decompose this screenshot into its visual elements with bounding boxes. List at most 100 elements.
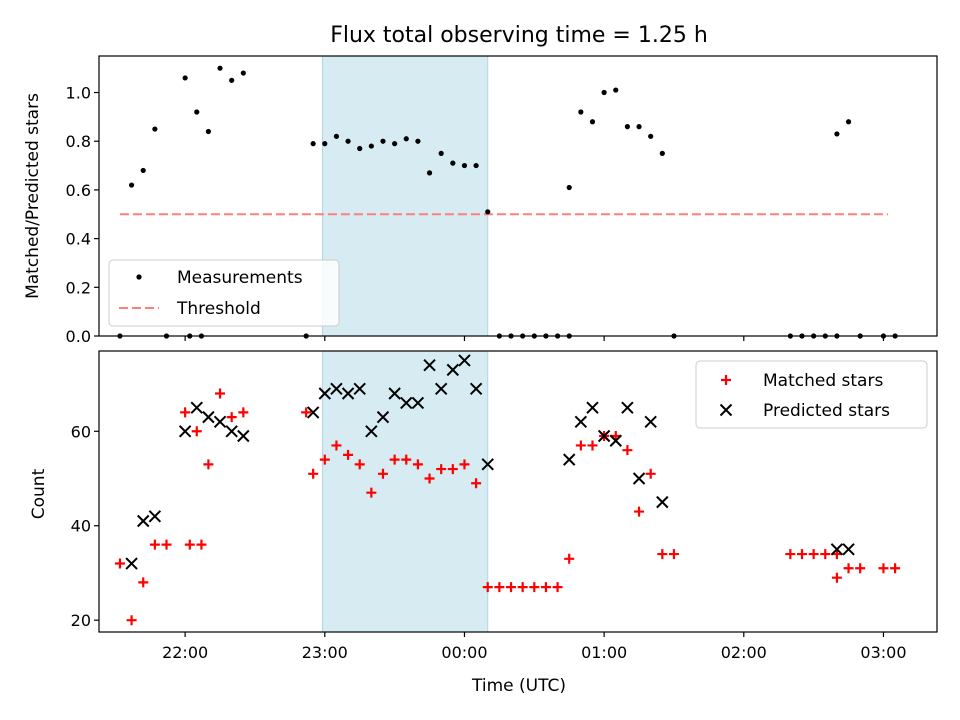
predicted-point [225,425,238,438]
top-y-axis-label: Matched/Predicted stars [23,93,43,299]
y-tick-label: 60 [71,422,91,441]
matched-point [138,577,149,588]
y-tick-label: 0.0 [66,327,91,346]
matched-point [412,459,423,470]
predicted-point [213,415,227,429]
predicted-point [563,453,576,466]
matched-point [808,549,819,560]
matched-point [645,468,656,479]
predicted-point [388,387,401,400]
predicted-point [469,382,483,395]
predicted-point [830,543,844,556]
measurement-point [217,65,223,71]
matched-point [785,549,796,560]
measurement-point [438,150,444,156]
matched-point [126,615,137,626]
y-tick-label: 1.0 [66,84,91,103]
measurement-point [578,109,584,115]
measurement-point [659,150,665,156]
matched-point [634,506,645,517]
plot-frame [98,350,938,633]
predicted-point [609,434,622,447]
matched-point [191,426,202,437]
predicted-point [597,429,611,443]
matched-point [149,539,160,550]
matched-point [331,440,342,451]
measurement-point [392,141,398,147]
series-measurements [117,65,898,339]
predicted-point [632,472,646,485]
matched-point [226,412,237,423]
measurement-point [345,138,351,144]
matched-point [447,464,458,475]
figure-title: Flux total observing time = 1.25 h [330,23,708,48]
measurement-point [636,124,642,130]
matched-point [540,582,551,593]
measurement-point [566,184,572,191]
matched-point [459,459,470,470]
highlight-span [321,55,489,337]
measurement-point [128,182,135,188]
predicted-point [411,396,425,410]
matched-point [506,582,517,593]
measurement-point [205,128,212,135]
matched-point [831,572,842,583]
matched-point [196,539,207,550]
matched-point [401,454,412,465]
matched-point [184,539,195,550]
matched-point [389,454,400,465]
predicted-point [458,354,471,367]
matched-point [180,407,191,418]
measurement-point [613,87,619,93]
matched-point [552,582,563,593]
predicted-point [446,363,460,377]
matched-point [517,582,528,593]
series-predicted-stars [125,354,855,570]
y-tick-label: 0.4 [66,230,91,249]
measurement-point [834,131,840,137]
matched-point [494,582,505,593]
matched-point [668,549,679,560]
predicted-point [178,425,192,438]
predicted-point [137,514,150,528]
measurement-point [601,89,607,96]
matched-point [855,563,866,574]
x-tick-label: 00:00 [441,643,487,662]
matched-point [878,563,889,574]
matched-point [622,445,633,456]
matched-point [796,549,807,560]
matched-point [308,468,319,479]
measurement-point [333,133,340,139]
predicted-point [376,410,390,424]
predicted-point [148,510,162,523]
measurement-point [194,109,200,115]
measurement-point [426,170,433,176]
predicted-point [125,557,138,570]
predicted-point [202,410,215,424]
matched-point [161,539,172,550]
highlight-span [321,350,489,633]
matched-point [529,582,540,593]
legend-marker-predicted [719,403,733,417]
matched-point [436,464,447,475]
legend-label-matched: Matched stars [763,371,883,391]
matched-point [319,454,330,465]
predicted-point [318,387,332,400]
predicted-point [656,495,669,509]
measurement-point [182,75,188,81]
measurement-point [229,77,235,83]
predicted-point [434,382,448,395]
ratio-panel: 0.0 0.2 0.4 0.6 0.8 1.0 Measurements Threshold [66,55,938,346]
predicted-point [330,382,343,395]
x-tick-label: 01:00 [581,643,627,662]
bottom-x-axis-label: Time (UTC) [471,676,566,696]
predicted-point [341,387,355,400]
measurement-point [357,145,363,152]
matched-point [343,449,354,460]
predicted-point [574,415,588,429]
measurement-point [310,141,316,147]
measurement-point [380,138,386,144]
predicted-point [353,382,366,395]
measurement-point [415,138,421,144]
